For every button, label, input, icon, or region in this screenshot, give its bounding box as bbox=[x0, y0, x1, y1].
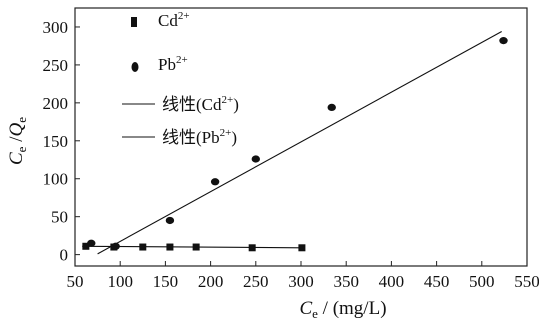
pb-data-point bbox=[499, 37, 508, 45]
pb-data-point bbox=[210, 178, 220, 186]
cd-data-point bbox=[166, 243, 174, 251]
y-axis-ticks: 0 50 100 150 200 250 300 bbox=[43, 18, 80, 265]
y-tick-label: 100 bbox=[43, 170, 69, 189]
y-tick-label: 300 bbox=[43, 18, 69, 37]
pb-data-point bbox=[111, 242, 120, 250]
y-axis-title: Ce /Qe bbox=[6, 117, 29, 165]
x-tick-label: 500 bbox=[469, 272, 495, 291]
y-tick-label: 0 bbox=[60, 246, 69, 265]
pb-data-point bbox=[327, 103, 336, 112]
legend-label: Pb2+ bbox=[158, 54, 188, 74]
pb-data-point bbox=[87, 239, 96, 247]
x-tick-label: 50 bbox=[67, 272, 84, 291]
fit-line bbox=[97, 31, 502, 255]
y-tick-label: 200 bbox=[43, 94, 69, 113]
y-tick-label: 150 bbox=[43, 132, 69, 151]
x-tick-label: 250 bbox=[243, 272, 269, 291]
x-axis-ticks: 50 100 150 200 250 300 350 400 450 500 550 bbox=[67, 261, 539, 291]
x-tick-label: 400 bbox=[379, 272, 405, 291]
x-tick-label: 150 bbox=[153, 272, 179, 291]
x-axis-title: Ce / (mg/L) bbox=[299, 298, 386, 321]
legend-cd-symbol bbox=[131, 17, 137, 27]
legend-label: Cd2+ bbox=[158, 10, 190, 30]
cd-data-point bbox=[139, 243, 147, 251]
legend-label: 线性(Cd2+) bbox=[162, 94, 239, 114]
pb-data-point bbox=[251, 155, 260, 163]
x-tick-label: 200 bbox=[198, 272, 224, 291]
legend-label: 线性(Pb2+) bbox=[162, 127, 237, 147]
cd-data-point bbox=[298, 244, 306, 252]
y-tick-label: 250 bbox=[43, 56, 69, 75]
pb-data-point bbox=[165, 216, 175, 225]
x-tick-label: 550 bbox=[514, 272, 539, 291]
fit-lines bbox=[82, 31, 502, 255]
cd-data-point bbox=[192, 243, 200, 251]
x-tick-label: 350 bbox=[333, 272, 359, 291]
cd-data-point bbox=[248, 244, 256, 252]
x-tick-label: 300 bbox=[288, 272, 314, 291]
legend: Cd2+ Pb2+ 线性(Cd2+) 线性(Pb2+) bbox=[122, 10, 239, 147]
data-markers bbox=[82, 37, 508, 252]
legend-pb-symbol bbox=[131, 62, 139, 72]
x-tick-label: 450 bbox=[424, 272, 450, 291]
cd-data-point bbox=[82, 242, 90, 250]
y-tick-label: 50 bbox=[51, 208, 68, 227]
x-tick-label: 100 bbox=[107, 272, 133, 291]
